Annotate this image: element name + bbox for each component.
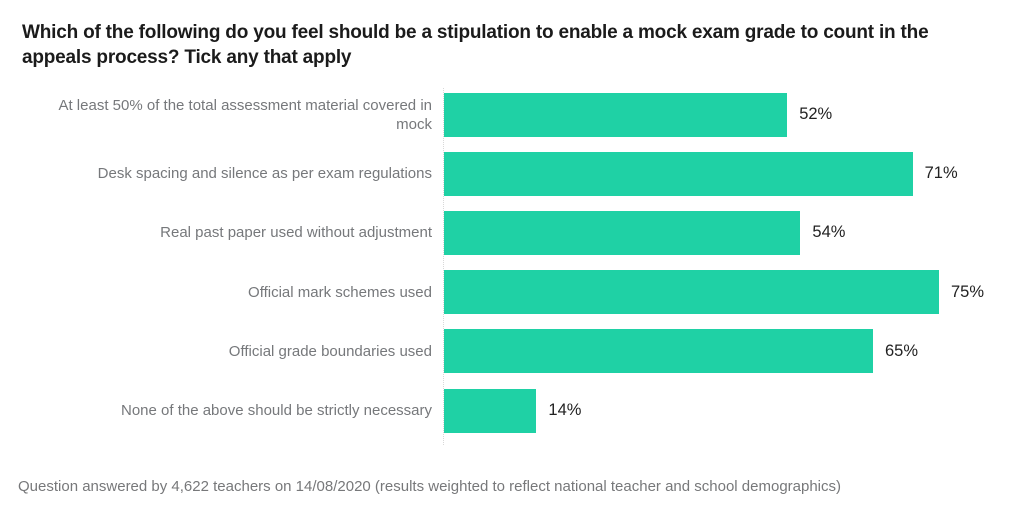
bar	[444, 92, 788, 137]
chart-footnote: Question answered by 4,622 teachers on 1…	[18, 478, 842, 495]
category-label: Real past paper used without adjustment	[160, 224, 432, 242]
bar	[444, 329, 873, 374]
chart-row: None of the above should be strictly nec…	[0, 381, 1024, 440]
bar-cell: 75%	[444, 270, 1024, 315]
bar-cell: 54%	[444, 210, 1024, 255]
bar-cell: 65%	[444, 329, 1024, 374]
bar-cell: 71%	[444, 151, 1024, 196]
bar	[444, 270, 939, 315]
category-label: Official grade boundaries used	[228, 342, 432, 360]
category-label: At least 50% of the total assessment mat…	[58, 96, 432, 133]
value-label: 14%	[548, 401, 582, 420]
bar	[444, 151, 913, 196]
value-label: 52%	[799, 105, 833, 124]
chart-title: Which of the following do you feel shoul…	[22, 22, 929, 68]
bar-cell: 14%	[444, 388, 1024, 433]
chart-row: Official mark schemes used 75%	[0, 263, 1024, 322]
category-label: Desk spacing and silence as per exam reg…	[97, 165, 432, 183]
chart-row: Official grade boundaries used 65%	[0, 322, 1024, 381]
bar	[444, 210, 801, 255]
chart-row: Desk spacing and silence as per exam reg…	[0, 144, 1024, 203]
chart-row: Real past paper used without adjustment 5…	[0, 203, 1024, 262]
bar-cell: 52%	[444, 92, 1024, 137]
value-label: 65%	[885, 341, 919, 360]
bar	[444, 388, 537, 433]
value-label: 71%	[924, 164, 958, 183]
value-label: 75%	[951, 282, 985, 301]
value-label: 54%	[812, 223, 846, 242]
category-label: Official mark schemes used	[248, 283, 432, 301]
chart-row: At least 50% of the total assessment mat…	[0, 85, 1024, 144]
axis-baseline	[443, 88, 444, 445]
category-label: None of the above should be strictly nec…	[120, 402, 432, 420]
bar-chart: At least 50% of the total assessment mat…	[0, 85, 1024, 440]
